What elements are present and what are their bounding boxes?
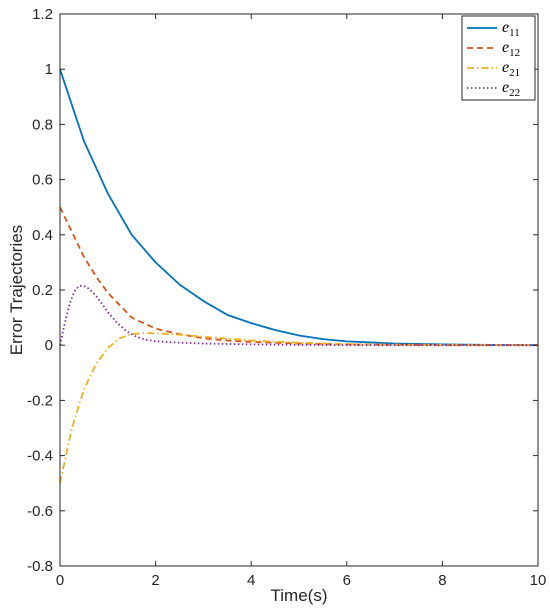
y-axis-title: Error Trajectories <box>7 225 26 355</box>
y-tick-label: 0.4 <box>32 227 53 244</box>
y-tick-label: -0.8 <box>27 558 53 575</box>
x-tick-label: 0 <box>56 572 64 589</box>
y-tick-label: 1 <box>45 61 53 78</box>
y-tick-label: 1.2 <box>32 6 53 23</box>
series-line-e21 <box>59 332 539 484</box>
y-tick-label: -0.6 <box>27 503 53 520</box>
y-tick-label: 0 <box>45 337 53 354</box>
series-line-e22 <box>59 284 538 347</box>
legend-label-e22: e22 <box>502 79 520 99</box>
y-tick-label: 0.8 <box>32 116 53 133</box>
axes-box <box>59 13 539 567</box>
x-tick-label: 8 <box>438 572 446 589</box>
y-tick-label: 0.6 <box>32 172 53 189</box>
series-line-e11 <box>59 68 539 347</box>
y-tick-label: 0.2 <box>32 282 53 299</box>
legend-label-e12: e12 <box>502 39 520 59</box>
x-tick-label: 6 <box>343 572 351 589</box>
y-tick-label: -0.4 <box>27 448 53 465</box>
x-axis-title: Time(s) <box>271 586 328 605</box>
legend-box <box>461 15 536 101</box>
x-tick-label: 10 <box>530 572 547 589</box>
x-tick-label: 4 <box>247 572 255 589</box>
legend-label-e21: e21 <box>502 59 520 79</box>
legend-label-e11: e11 <box>502 19 520 39</box>
y-tick-label: -0.2 <box>27 392 53 409</box>
x-tick-label: 2 <box>151 572 159 589</box>
